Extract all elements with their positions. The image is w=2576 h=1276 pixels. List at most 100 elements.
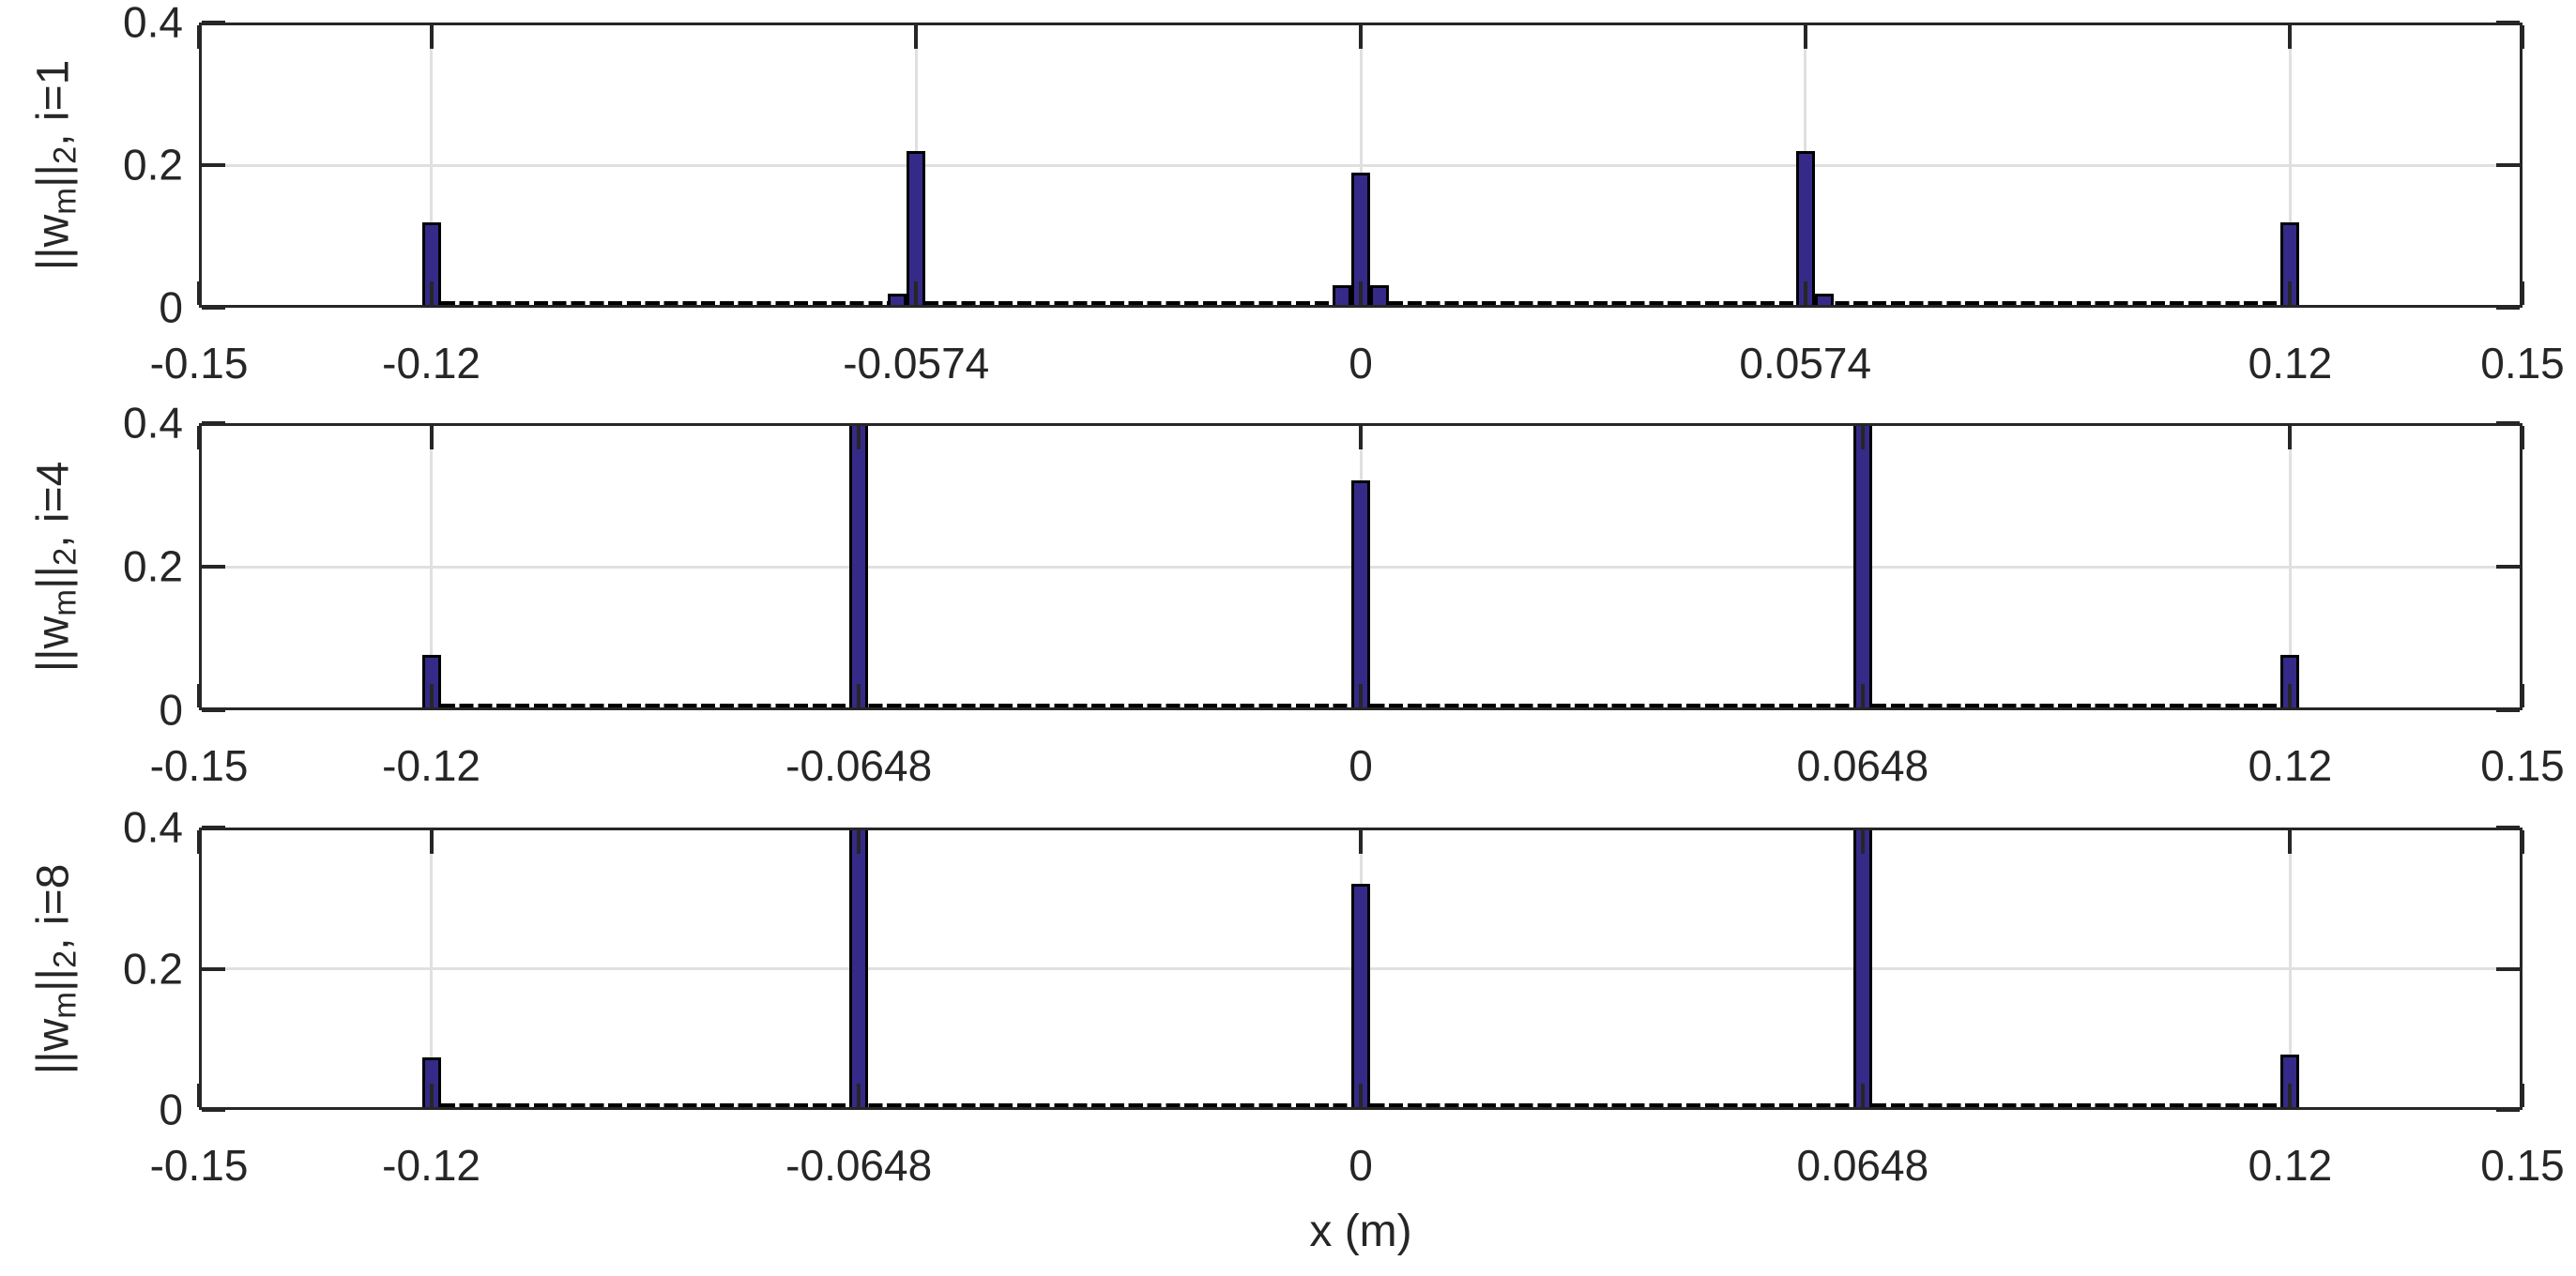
x-tick-bottom	[197, 1084, 201, 1107]
x-tick-bottom	[1860, 684, 1865, 707]
y-axis-title-text: ||w	[28, 615, 79, 673]
y-tick-left	[202, 306, 225, 310]
y-tick-right	[2496, 306, 2520, 310]
x-tick-top	[429, 25, 434, 49]
x-tick-label: 0.15	[2480, 339, 2565, 387]
x-tick-top	[1359, 25, 1363, 49]
bar	[2280, 221, 2300, 305]
x-tick-label: -0.15	[149, 741, 249, 790]
x-tick-bottom	[429, 281, 434, 305]
x-tick-top	[857, 830, 861, 854]
x-tick-label: 0.0648	[1796, 1141, 1929, 1190]
y-axis-title-text: ||w	[28, 214, 79, 271]
bar	[849, 830, 869, 1107]
y-tick-right	[2496, 421, 2520, 425]
x-tick-top	[1860, 830, 1865, 854]
x-tick-bottom	[2521, 1084, 2524, 1107]
x-tick-label: 0.0574	[1739, 339, 1872, 387]
x-tick-label: -0.12	[382, 741, 481, 790]
x-tick-label: -0.15	[149, 339, 249, 387]
y-tick-label: 0.4	[123, 398, 183, 448]
bar	[1351, 884, 1370, 1107]
y-tick-left	[202, 421, 225, 425]
gridline-horizontal	[202, 163, 2520, 167]
x-tick-bottom	[914, 281, 919, 305]
x-tick-label: -0.0574	[843, 339, 990, 387]
x-tick-top	[1803, 25, 1807, 49]
x-tick-top	[429, 426, 434, 449]
x-tick-label: -0.0648	[785, 741, 933, 790]
bar	[849, 426, 869, 707]
bar	[1351, 172, 1370, 305]
y-axis-title-subscript: 2	[47, 145, 84, 164]
x-tick-label: 0.15	[2480, 1141, 2565, 1190]
x-tick-label: 0	[1349, 1141, 1373, 1190]
y-axis-title-subscript: m	[47, 187, 84, 215]
y-tick-left	[202, 826, 225, 829]
x-tick-top	[914, 25, 919, 49]
x-tick-top	[197, 830, 201, 854]
y-tick-right	[2496, 163, 2520, 167]
x-tick-top	[2521, 426, 2524, 449]
x-tick-bottom	[197, 281, 201, 305]
x-tick-label: 0.15	[2480, 741, 2565, 790]
x-tick-label: -0.15	[149, 1141, 249, 1190]
y-tick-label: 0	[159, 685, 183, 735]
y-axis-title-text: ||	[28, 565, 79, 589]
y-tick-left	[202, 163, 225, 167]
y-axis-title-subscript: 2	[47, 949, 84, 968]
x-tick-bottom	[2288, 684, 2293, 707]
x-tick-bottom	[197, 684, 201, 707]
bar	[888, 293, 907, 305]
y-tick-label: 0.4	[123, 0, 183, 47]
y-axis-title-text: , i=4	[28, 461, 79, 548]
y-axis-title-text: ||	[28, 967, 79, 992]
bar	[421, 221, 441, 305]
x-tick-top	[197, 25, 201, 49]
y-axis-title-text: ||	[28, 163, 79, 188]
x-tick-bottom	[429, 1084, 434, 1107]
y-tick-left	[202, 565, 225, 569]
bar	[1814, 293, 1834, 305]
y-axis-title: ||wm||2, i=8	[28, 863, 84, 1074]
x-tick-bottom	[2288, 1084, 2293, 1107]
x-tick-label: 0.12	[2248, 339, 2333, 387]
x-tick-bottom	[1359, 1084, 1363, 1107]
y-tick-left	[202, 21, 225, 24]
bar	[421, 1056, 441, 1107]
x-tick-label: -0.12	[382, 1141, 481, 1190]
y-tick-label: 0	[159, 282, 183, 332]
x-tick-top	[197, 426, 201, 449]
y-tick-right	[2496, 826, 2520, 829]
y-tick-right	[2496, 708, 2520, 712]
x-tick-label: -0.12	[382, 339, 481, 387]
bar	[421, 655, 441, 707]
x-tick-top	[2288, 830, 2293, 854]
y-axis-title-subscript: m	[47, 588, 84, 616]
x-tick-top	[2288, 25, 2293, 49]
y-tick-right	[2496, 966, 2520, 971]
y-axis-title-subscript: 2	[47, 547, 84, 566]
y-tick-label: 0.2	[123, 541, 183, 591]
bar	[1369, 284, 1389, 305]
y-tick-label: 0.2	[123, 140, 183, 190]
bar	[1852, 830, 1872, 1107]
bar	[1795, 150, 1815, 305]
y-tick-left	[202, 708, 225, 712]
y-axis-title-text: , i=8	[28, 863, 79, 950]
bar	[2280, 1055, 2300, 1107]
y-tick-label: 0	[159, 1085, 183, 1134]
x-tick-label: 0.12	[2248, 741, 2333, 790]
bar	[1852, 426, 1872, 707]
x-tick-bottom	[429, 684, 434, 707]
bar	[1351, 480, 1370, 707]
bar	[1333, 284, 1352, 305]
x-tick-top	[2521, 25, 2524, 49]
bar	[2280, 655, 2300, 707]
x-tick-bottom	[2521, 684, 2524, 707]
y-axis-title: ||wm||2, i=4	[28, 461, 84, 673]
x-tick-top	[2521, 830, 2524, 854]
x-tick-top	[429, 830, 434, 854]
y-tick-label: 0.4	[123, 802, 183, 852]
